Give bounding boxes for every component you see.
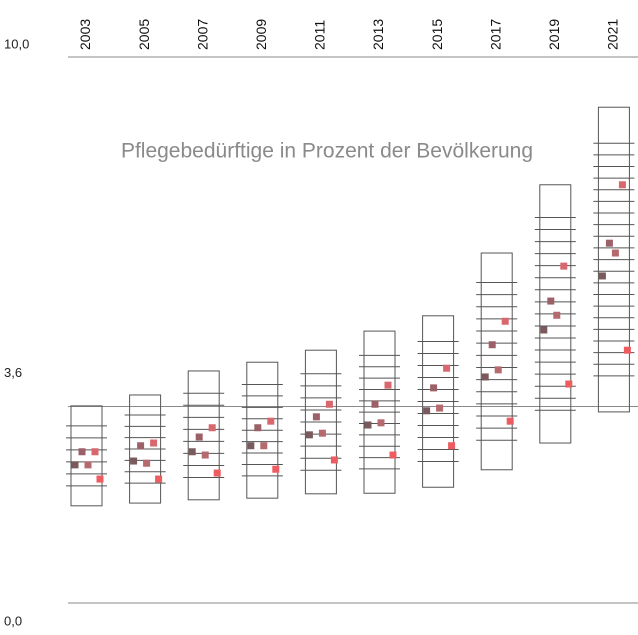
x-tick-label: 2011 bbox=[312, 20, 328, 50]
range-box bbox=[70, 405, 103, 507]
point bbox=[137, 442, 145, 450]
y-tick-label: 10,0 bbox=[4, 36, 29, 51]
x-tick-label: 2003 bbox=[77, 19, 93, 50]
x-tick-label: 2007 bbox=[194, 19, 210, 50]
point bbox=[305, 431, 313, 439]
point bbox=[423, 407, 431, 415]
point bbox=[272, 465, 280, 473]
point bbox=[623, 346, 631, 354]
point bbox=[195, 433, 203, 441]
point bbox=[84, 461, 92, 469]
point bbox=[260, 442, 268, 450]
point bbox=[213, 469, 221, 477]
point bbox=[364, 421, 372, 429]
point bbox=[143, 459, 151, 467]
point bbox=[611, 249, 619, 257]
point bbox=[488, 341, 496, 349]
point bbox=[560, 262, 568, 270]
point bbox=[78, 448, 86, 456]
point bbox=[130, 457, 138, 465]
point bbox=[96, 475, 104, 483]
point bbox=[155, 475, 163, 483]
point bbox=[506, 417, 514, 425]
point bbox=[547, 297, 555, 305]
point bbox=[377, 419, 385, 427]
range-box bbox=[480, 252, 513, 471]
x-tick-label: 2019 bbox=[546, 19, 562, 50]
range-box bbox=[187, 370, 220, 501]
point bbox=[389, 451, 397, 459]
point bbox=[565, 380, 573, 388]
point bbox=[91, 448, 99, 456]
point bbox=[312, 413, 320, 421]
point bbox=[330, 456, 338, 464]
point bbox=[325, 400, 333, 408]
point bbox=[436, 404, 444, 412]
point bbox=[605, 239, 613, 247]
y-tick-label: 0,0 bbox=[4, 613, 22, 628]
x-tick-label: 2015 bbox=[429, 19, 445, 50]
point bbox=[267, 417, 275, 425]
point bbox=[247, 442, 255, 450]
x-tick-label: 2021 bbox=[605, 19, 621, 50]
chart-title: Pflegebedürftige in Prozent der Bevölker… bbox=[121, 140, 533, 163]
x-tick-label: 2013 bbox=[370, 19, 386, 50]
y-tick-label: 3,6 bbox=[4, 365, 22, 380]
point bbox=[553, 311, 561, 319]
point bbox=[384, 381, 392, 389]
x-tick-label: 2009 bbox=[253, 19, 269, 50]
point bbox=[254, 424, 262, 432]
point bbox=[618, 181, 626, 189]
point bbox=[501, 317, 509, 325]
point bbox=[481, 373, 489, 381]
point bbox=[318, 429, 326, 437]
point bbox=[71, 461, 79, 469]
point bbox=[208, 424, 216, 432]
x-tick-label: 2005 bbox=[136, 19, 152, 50]
point bbox=[448, 442, 456, 450]
x-tick-label: 2017 bbox=[487, 19, 503, 50]
point bbox=[150, 439, 158, 447]
point bbox=[494, 366, 502, 374]
point bbox=[540, 326, 548, 334]
point bbox=[201, 451, 209, 459]
point bbox=[598, 272, 606, 280]
point bbox=[430, 384, 438, 392]
point bbox=[371, 400, 379, 408]
point bbox=[188, 448, 196, 456]
point bbox=[443, 364, 451, 372]
